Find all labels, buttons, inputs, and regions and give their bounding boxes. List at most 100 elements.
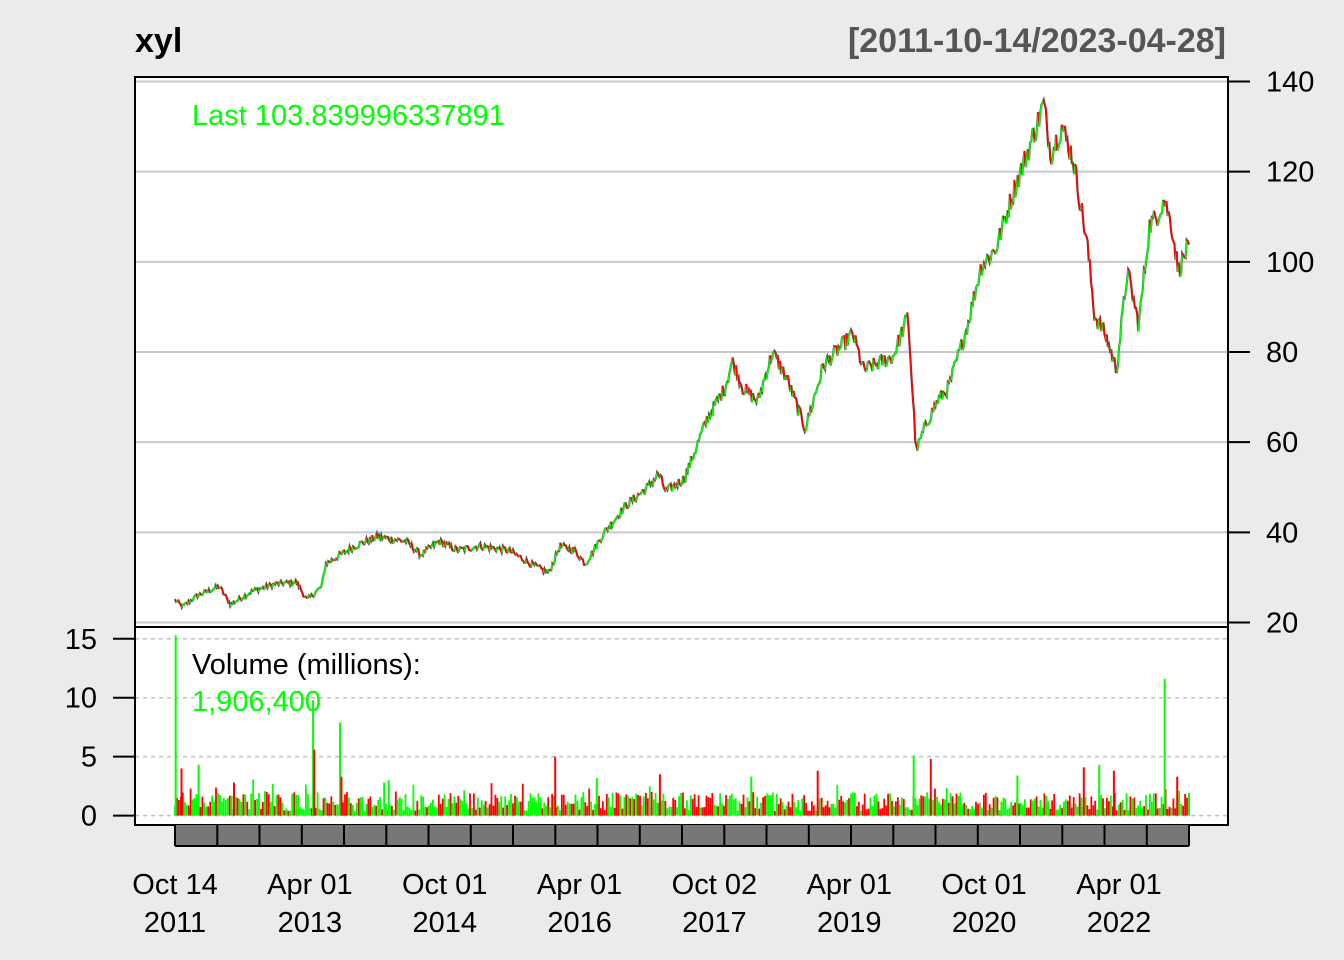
price-segment-up [622, 503, 626, 509]
price-segment-up [506, 548, 510, 553]
x-tick-label-date: Apr 01 [537, 869, 622, 901]
price-segment-down [440, 538, 443, 542]
price-segment-down [637, 493, 640, 496]
price-segment-up [684, 470, 688, 482]
price-segment-down [1091, 290, 1094, 307]
price-segment-up [324, 563, 327, 572]
x-tick-label-year: 2022 [1087, 907, 1152, 939]
price-segment-down [576, 554, 580, 558]
price-segment-up [424, 547, 427, 554]
price-segment-up [212, 587, 215, 591]
price-segment-down [301, 592, 305, 597]
price-segment-up [246, 594, 249, 597]
price-segment-up [357, 541, 361, 548]
price-segment-up [321, 573, 325, 580]
price-segment-down [662, 484, 665, 489]
price-segment-down [522, 560, 525, 564]
price-segment-up [966, 321, 969, 335]
price-segment-up [975, 284, 978, 288]
price-segment-up [898, 332, 902, 347]
price-segment-up [470, 548, 474, 552]
price-segment-up [860, 361, 863, 365]
price-segment-up [1030, 129, 1034, 142]
price-segment-up [694, 447, 698, 454]
price-segment-up [175, 600, 178, 603]
price-segment-down [451, 549, 454, 552]
price-segment-up [1121, 297, 1125, 311]
price-segment-up [1034, 139, 1037, 142]
price-segment-down [299, 586, 302, 591]
price-segment-up [340, 550, 344, 555]
price-y-tick-label: 80 [1266, 337, 1298, 369]
price-segment-down [773, 350, 777, 353]
price-segment-up [319, 585, 323, 589]
price-segment-up [865, 369, 868, 372]
price-segment-down [1187, 241, 1190, 245]
price-segment-down [1167, 211, 1171, 218]
price-segment-down [220, 587, 224, 590]
price-segment-up [457, 550, 460, 553]
price-segment-down [221, 589, 225, 595]
price-segment-up [765, 371, 769, 380]
price-y-tick-label: 40 [1266, 517, 1298, 549]
price-segment-up [1029, 140, 1032, 144]
price-segment-up [320, 579, 324, 586]
price-segment-up [961, 346, 965, 351]
price-y-tick-label: 20 [1266, 607, 1298, 639]
price-segment-down [858, 350, 861, 363]
price-segment-up [937, 395, 940, 405]
price-segment-up [671, 485, 674, 492]
price-segment-down [801, 423, 805, 429]
price-segment-down [582, 559, 585, 565]
price-segment-down [792, 390, 796, 398]
price-segment-down [353, 546, 356, 550]
volume-label: Volume (millions): [192, 649, 421, 681]
price-segment-up [666, 485, 670, 491]
price-segment-up [958, 344, 962, 351]
price-segment-down [682, 475, 686, 483]
price-segment-up [518, 555, 521, 558]
price-segment-up [867, 360, 870, 363]
price-segment-up [810, 405, 814, 411]
x-tick-label-year: 2016 [547, 907, 612, 939]
price-segment-up [927, 421, 931, 425]
price-segment-down [752, 393, 755, 400]
price-segment-up [919, 437, 922, 440]
price-segment-up [357, 546, 359, 549]
x-tick-label-date: Oct 01 [402, 869, 487, 901]
price-segment-up [263, 586, 266, 590]
price-segment-up [601, 536, 604, 540]
price-segment-up [477, 544, 480, 548]
price-segment-up [813, 393, 816, 398]
price-segment-up [1139, 296, 1143, 303]
price-segment-down [199, 592, 202, 596]
price-segment-down [520, 556, 523, 561]
price-segment-down [348, 546, 352, 550]
price-segment-up [1040, 102, 1044, 106]
price-segment-up [401, 540, 403, 543]
price-segment-up [680, 483, 683, 486]
price-segment-down [238, 596, 242, 600]
price-segment-up [1093, 317, 1096, 320]
x-tick-label-date: Oct 14 [132, 869, 217, 901]
price-series [173, 95, 1191, 611]
price-segment-down [493, 546, 496, 550]
price-segment-down [568, 546, 572, 553]
price-segment-up [585, 562, 588, 565]
price-segment-up [762, 379, 765, 383]
price-segment-down [416, 547, 419, 550]
price-segment-down [269, 582, 272, 586]
price-segment-down [1178, 262, 1181, 277]
price-segment-up [211, 588, 214, 592]
price-segment-up [471, 547, 475, 550]
x-tick-label-date: Apr 01 [807, 869, 892, 901]
price-segment-down [1086, 240, 1090, 261]
price-segment-up [1184, 239, 1188, 259]
price-segment-up [458, 547, 461, 552]
price-segment-up [614, 517, 618, 520]
price-segment-down [1108, 344, 1111, 352]
price-segment-up [1062, 126, 1065, 132]
price-segment-down [1064, 126, 1067, 140]
price-segment-up [1145, 253, 1149, 261]
